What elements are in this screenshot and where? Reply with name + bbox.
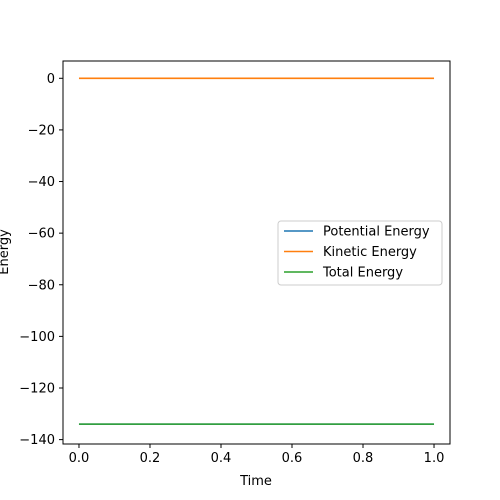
x-tick-label: 0.0 — [69, 451, 90, 466]
plot-frame — [62, 60, 451, 445]
y-tick-label: −120 — [19, 381, 55, 396]
y-tick-label: −40 — [28, 175, 55, 190]
y-tick-label: 0 — [47, 72, 55, 87]
legend-label: Total Energy — [322, 266, 403, 281]
x-tick-label: 0.2 — [140, 451, 161, 466]
legend-box — [277, 220, 443, 286]
legend: Potential Energy Kinetic Energy Total Ener… — [277, 220, 443, 286]
axis-ticks: 0.0 0.2 0.4 0.6 0.8 1.0 0 −20 −40 −60 −80 −100 −120 −… — [19, 72, 444, 466]
x-tick-label: 0.8 — [353, 451, 374, 466]
y-tick-label: −140 — [19, 433, 55, 448]
x-tick-label: 0.6 — [282, 451, 303, 466]
y-axis-label: Energy — [0, 229, 12, 275]
y-tick-label: −20 — [28, 123, 55, 138]
legend-label: Potential Energy — [323, 225, 430, 240]
legend-items: Potential Energy Kinetic Energy Total Ener… — [284, 225, 430, 281]
x-tick-label: 0.4 — [211, 451, 232, 466]
y-tick-label: −80 — [28, 278, 55, 293]
legend-label: Kinetic Energy — [323, 245, 417, 260]
y-tick-label: −100 — [19, 330, 55, 345]
series-lines — [78, 77, 435, 425]
y-tick-label: −60 — [28, 227, 55, 242]
x-tick-label: 1.0 — [424, 451, 445, 466]
x-axis-label: Time — [239, 474, 272, 489]
